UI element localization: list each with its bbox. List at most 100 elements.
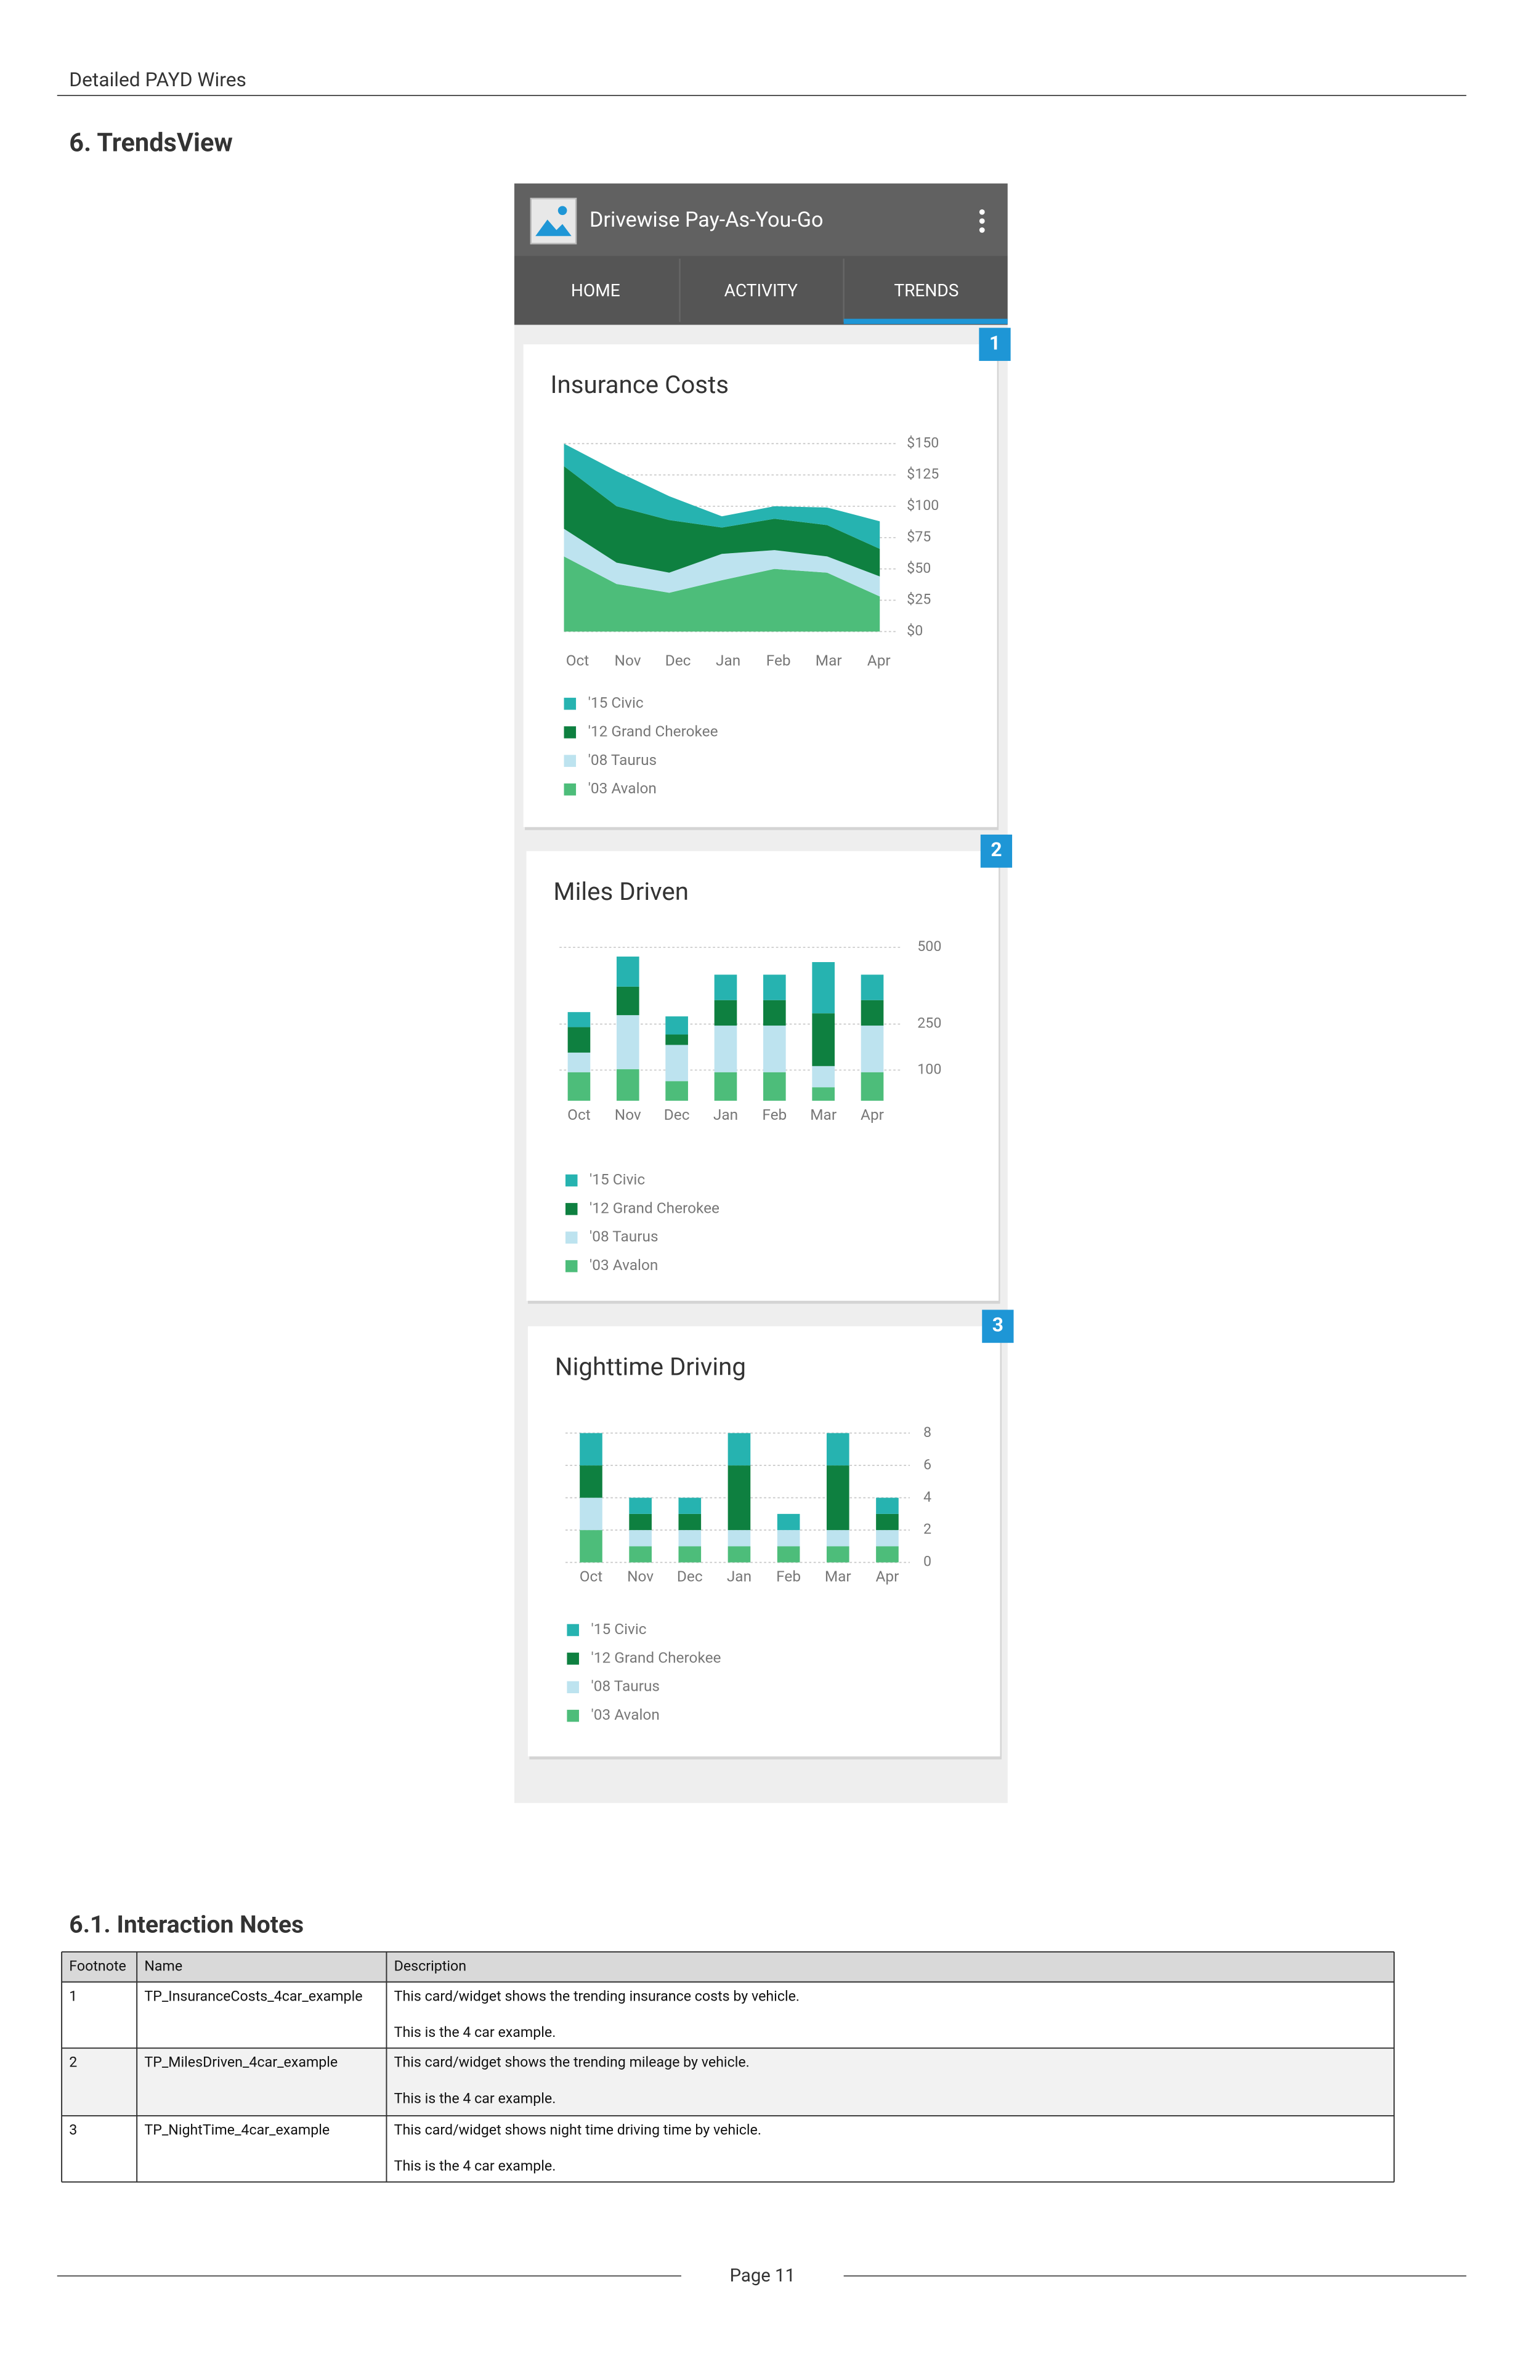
x-tick-label: Feb bbox=[762, 1106, 787, 1123]
x-tick-label: Mar bbox=[825, 1567, 851, 1585]
name-cell: TP_NightTime_4car_example bbox=[144, 2121, 330, 2139]
legend-swatch bbox=[564, 783, 577, 796]
bar-segment bbox=[580, 1465, 602, 1498]
legend-swatch bbox=[564, 697, 577, 710]
bar-segment bbox=[629, 1546, 652, 1563]
bar-segment bbox=[567, 1027, 591, 1053]
legend-label: '12 Grand Cherokee bbox=[588, 722, 718, 740]
y-tick-label: 8 bbox=[923, 1423, 931, 1441]
bar-segment bbox=[629, 1513, 652, 1531]
bar-segment bbox=[616, 986, 639, 1016]
bar-segment bbox=[812, 1066, 835, 1088]
bar-segment bbox=[727, 1465, 751, 1531]
area bbox=[564, 528, 880, 597]
menu-dot bbox=[979, 227, 985, 233]
card-title: Insurance Costs bbox=[551, 370, 729, 399]
x-tick-label: Feb bbox=[766, 652, 791, 670]
area bbox=[564, 466, 880, 577]
legend-label: '03 Avalon bbox=[591, 1706, 659, 1723]
bar-segment bbox=[777, 1546, 800, 1563]
tab[interactable]: ACTIVITY bbox=[724, 280, 798, 301]
x-tick-label: Dec bbox=[677, 1567, 703, 1585]
tab[interactable]: HOME bbox=[571, 280, 620, 301]
bar-segment bbox=[763, 974, 786, 1000]
app-icon bbox=[530, 198, 577, 245]
x-tick-label: Jan bbox=[716, 652, 740, 670]
app-icon-image bbox=[535, 219, 572, 237]
legend-swatch bbox=[567, 1624, 579, 1637]
legend-swatch bbox=[564, 726, 577, 739]
bar-segment bbox=[714, 1072, 737, 1101]
bar-segment bbox=[826, 1546, 849, 1563]
bar-segment bbox=[714, 1026, 737, 1072]
y-tick-label: 6 bbox=[923, 1455, 931, 1473]
card-title: Nighttime Driving bbox=[555, 1352, 746, 1381]
bar-segment bbox=[861, 1026, 884, 1072]
bar-segment bbox=[876, 1530, 899, 1547]
legend-label: '08 Taurus bbox=[591, 1677, 660, 1695]
y-tick-label: $75 bbox=[907, 528, 931, 545]
bar-segment bbox=[727, 1433, 751, 1466]
bar-segment bbox=[567, 1052, 591, 1072]
bar-segment bbox=[727, 1546, 751, 1563]
menu-dot bbox=[979, 218, 985, 224]
footnote-badge bbox=[979, 328, 1011, 361]
table-header-bg bbox=[62, 1951, 1395, 1982]
x-tick-label: Dec bbox=[665, 652, 691, 670]
tab-indicator bbox=[843, 318, 1008, 325]
bar-segment bbox=[567, 1072, 591, 1101]
description-line: This card/widget shows the trending mile… bbox=[394, 2054, 750, 2071]
legend-label: '15 Civic bbox=[590, 1170, 645, 1188]
y-tick-label: $100 bbox=[907, 496, 939, 514]
footnote-badge bbox=[980, 834, 1013, 868]
legend-label: '15 Civic bbox=[591, 1620, 646, 1638]
name-cell: TP_InsuranceCosts_4car_example bbox=[144, 1987, 362, 2004]
notes-title: 6.1. Interaction Notes bbox=[69, 1911, 304, 1939]
description-line: This is the 4 car example. bbox=[394, 2157, 556, 2174]
overflow-menu[interactable] bbox=[979, 209, 985, 233]
x-tick-label: Mar bbox=[810, 1106, 837, 1123]
y-tick-label: $125 bbox=[907, 465, 939, 482]
x-tick-label: Mar bbox=[816, 652, 842, 670]
bar-segment bbox=[678, 1546, 702, 1563]
column-header: Description bbox=[394, 1957, 466, 1974]
bar-segment bbox=[580, 1497, 602, 1531]
legend-label: '08 Taurus bbox=[590, 1228, 659, 1245]
x-tick-label: Apr bbox=[867, 652, 891, 670]
description-line: This card/widget shows night time drivin… bbox=[394, 2121, 761, 2139]
bar-segment bbox=[826, 1530, 849, 1547]
x-tick-label: Nov bbox=[615, 652, 641, 670]
bar-segment bbox=[580, 1530, 602, 1563]
x-tick-label: Apr bbox=[875, 1567, 899, 1585]
legend-swatch bbox=[564, 755, 577, 767]
bar-segment bbox=[714, 974, 737, 1000]
legend-label: '12 Grand Cherokee bbox=[591, 1648, 721, 1666]
y-tick-label: $0 bbox=[907, 622, 923, 639]
footnote-badge bbox=[982, 1309, 1014, 1343]
description-line: This is the 4 car example. bbox=[394, 2023, 556, 2041]
tab-bar bbox=[514, 256, 1008, 325]
y-tick-label: $50 bbox=[907, 559, 931, 577]
footnote-number: 2 bbox=[991, 838, 1002, 861]
description-line: This card/widget shows the trending insu… bbox=[394, 1987, 800, 2004]
x-tick-label: Oct bbox=[580, 1567, 603, 1585]
bar-segment bbox=[616, 1069, 639, 1101]
x-tick-label: Feb bbox=[776, 1567, 801, 1585]
y-tick-label: 4 bbox=[923, 1488, 931, 1505]
legend-swatch bbox=[565, 1231, 578, 1244]
area bbox=[564, 443, 880, 549]
card bbox=[526, 851, 999, 1301]
tab[interactable]: TRENDS bbox=[894, 280, 958, 301]
x-tick-label: Apr bbox=[861, 1106, 884, 1123]
section-title: 6. TrendsView bbox=[69, 127, 233, 158]
legend-swatch bbox=[565, 1174, 578, 1187]
menu-dot bbox=[979, 209, 985, 215]
bar-segment bbox=[580, 1433, 602, 1466]
notes-table: Footnote Name Description 1 TP_InsuranceCost… bbox=[61, 1951, 1395, 2183]
column-header: Footnote bbox=[69, 1957, 126, 1974]
y-tick-label: 100 bbox=[917, 1060, 941, 1077]
bar-segment bbox=[876, 1546, 899, 1563]
bar-segment bbox=[812, 1013, 835, 1066]
bar-segment bbox=[616, 957, 639, 987]
